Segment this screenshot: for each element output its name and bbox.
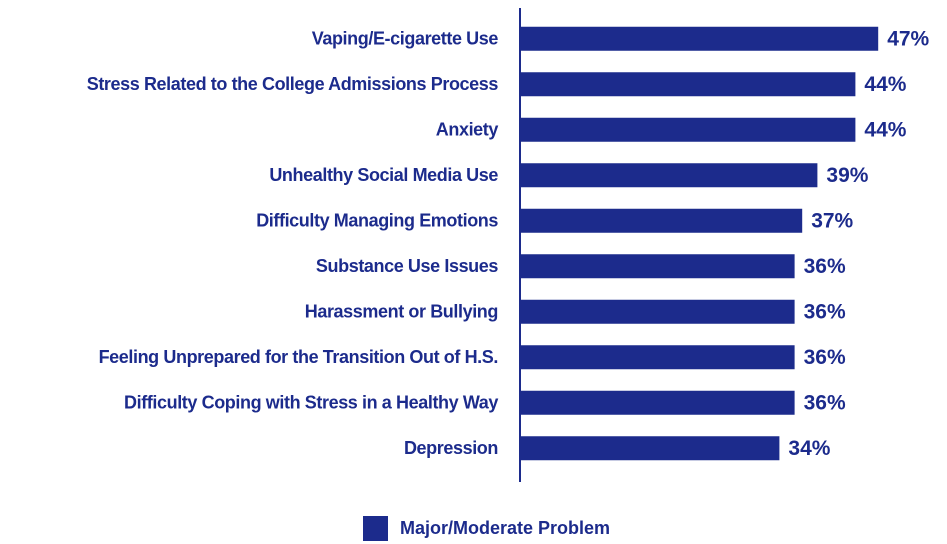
bar — [521, 163, 818, 188]
value-label: 47% — [887, 27, 929, 50]
value-label: 39% — [826, 164, 868, 187]
category-label: Difficulty Coping with Stress in a Healt… — [124, 393, 498, 413]
value-label: 36% — [804, 346, 846, 369]
bar — [521, 299, 795, 324]
value-label: 34% — [788, 437, 830, 460]
value-label: 36% — [804, 391, 846, 414]
bar — [521, 208, 803, 233]
value-label: 37% — [811, 209, 853, 232]
value-label: 36% — [804, 255, 846, 278]
bar — [521, 390, 795, 415]
category-label: Vaping/E-cigarette Use — [312, 29, 499, 49]
value-label: 36% — [804, 300, 846, 323]
category-label: Stress Related to the College Admissions… — [87, 74, 499, 94]
bar — [521, 72, 856, 97]
category-label: Anxiety — [436, 120, 499, 140]
category-label: Unhealthy Social Media Use — [269, 165, 498, 185]
value-label: 44% — [864, 73, 906, 96]
bar — [521, 26, 879, 51]
bar — [521, 436, 780, 461]
bar — [521, 117, 856, 142]
bar — [521, 345, 795, 370]
category-label: Harassment or Bullying — [305, 302, 498, 322]
category-label: Feeling Unprepared for the Transition Ou… — [99, 347, 498, 367]
category-label: Depression — [404, 438, 498, 458]
legend-swatch — [363, 516, 388, 541]
legend-label: Major/Moderate Problem — [400, 518, 610, 538]
category-label: Substance Use Issues — [316, 256, 498, 276]
category-label: Difficulty Managing Emotions — [256, 211, 498, 231]
value-label: 44% — [864, 118, 906, 141]
bar — [521, 254, 795, 279]
